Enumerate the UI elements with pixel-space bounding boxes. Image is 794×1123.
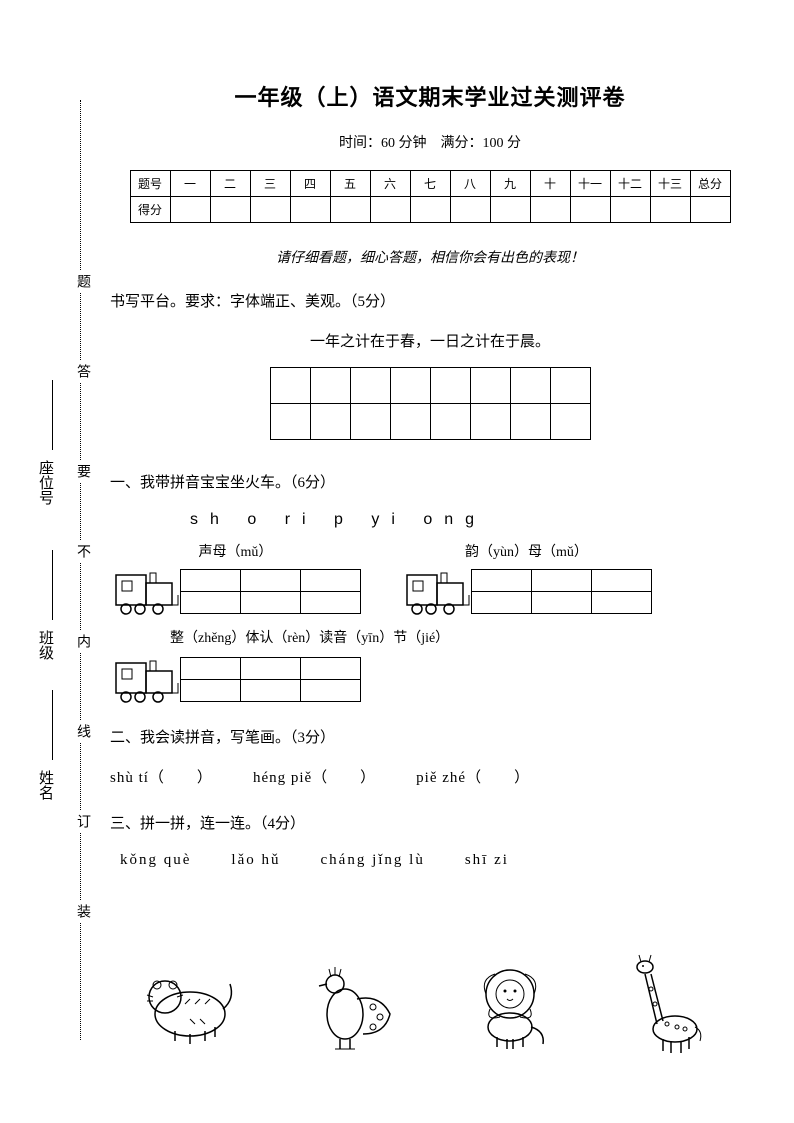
score-header: 九 bbox=[490, 171, 530, 197]
binding-char: 装 bbox=[72, 900, 92, 922]
train-row-1: 声母（mǔ） 韵（yùn）母（mǔ） bbox=[110, 541, 750, 617]
lion-icon bbox=[455, 949, 565, 1059]
q3-pinyin-item: kǒng què bbox=[120, 852, 191, 869]
q2-item: piě zhé（ ） bbox=[416, 766, 530, 787]
score-header: 二 bbox=[210, 171, 250, 197]
q3-pinyin-item: cháng jǐng lù bbox=[321, 852, 425, 869]
train-row-2 bbox=[110, 653, 750, 705]
score-header: 总分 bbox=[690, 171, 730, 197]
q2-items: shù tí（ ） héng piě（ ） piě zhé（ ） bbox=[110, 766, 750, 787]
q1-title: 一、我带拼音宝宝坐火车。（6分） bbox=[110, 470, 750, 497]
label-shengmu: 声母（mǔ） bbox=[110, 541, 361, 561]
animals-row bbox=[110, 949, 750, 1059]
q3-title: 三、拼一拼，连一连。（4分） bbox=[110, 811, 750, 838]
binding-char: 订 bbox=[72, 810, 92, 832]
score-header: 五 bbox=[330, 171, 370, 197]
score-header: 七 bbox=[410, 171, 450, 197]
q2-item: shù tí（ ） bbox=[110, 766, 213, 787]
writing-grid bbox=[110, 367, 750, 440]
train-shengmu: 声母（mǔ） bbox=[110, 541, 361, 617]
label-yunmu: 韵（yùn）母（mǔ） bbox=[401, 541, 652, 561]
binding-line bbox=[52, 380, 53, 450]
score-label: 得分 bbox=[130, 197, 170, 223]
binding-char: 答 bbox=[72, 360, 92, 382]
q2-title: 二、我会读拼音，写笔画。（3分） bbox=[110, 725, 750, 752]
tiger-icon bbox=[135, 949, 245, 1059]
binding-char: 内 bbox=[72, 630, 92, 652]
peacock-icon bbox=[295, 949, 405, 1059]
binding-char: 不 bbox=[72, 540, 92, 562]
binding-margin: 姓名 班级 座位号 题 答 要 不 内 线 订 装 bbox=[40, 100, 100, 1040]
binding-char: 线 bbox=[72, 720, 92, 742]
binding-label-seat: 座位号 bbox=[35, 460, 56, 505]
binding-dotted-line bbox=[80, 100, 81, 1040]
label-syllable: 整（zhěng）体认（rèn）读音（yīn）节（jié） bbox=[170, 627, 750, 647]
score-header: 十 bbox=[530, 171, 570, 197]
table-row: 题号 一 二 三 四 五 六 七 八 九 十 十一 十二 十三 总分 bbox=[130, 171, 730, 197]
q3-pinyin-item: shī zi bbox=[465, 852, 509, 869]
binding-line bbox=[52, 550, 53, 620]
binding-char: 要 bbox=[72, 460, 92, 482]
score-header: 八 bbox=[450, 171, 490, 197]
score-header: 十二 bbox=[610, 171, 650, 197]
train-yunmu: 韵（yùn）母（mǔ） bbox=[401, 541, 652, 617]
score-header: 十三 bbox=[650, 171, 690, 197]
train-icon bbox=[110, 653, 180, 705]
train-syllable bbox=[110, 653, 361, 705]
score-header: 题号 bbox=[130, 171, 170, 197]
q3-pinyin-item: lǎo hǔ bbox=[231, 852, 280, 869]
proverb-text: 一年之计在于春，一日之计在于晨。 bbox=[110, 330, 750, 351]
binding-char: 题 bbox=[72, 270, 92, 292]
table-row: 得分 bbox=[130, 197, 730, 223]
train-cars bbox=[180, 657, 361, 702]
train-cars bbox=[471, 569, 652, 614]
binding-line bbox=[52, 690, 53, 760]
page-content: 一年级（上）语文期末学业过关测评卷 时间：60 分钟 满分：100 分 题号 一… bbox=[110, 80, 750, 1059]
score-header: 十一 bbox=[570, 171, 610, 197]
q1-pinyin-items: sh o ri p yi ong bbox=[190, 511, 750, 529]
binding-label-class: 班级 bbox=[35, 630, 56, 660]
train-icon bbox=[401, 565, 471, 617]
encouragement-text: 请仔细看题，细心答题，相信你会有出色的表现！ bbox=[110, 247, 750, 267]
score-header: 四 bbox=[290, 171, 330, 197]
giraffe-icon bbox=[615, 949, 725, 1059]
exam-title: 一年级（上）语文期末学业过关测评卷 bbox=[110, 80, 750, 112]
writing-platform-title: 书写平台。要求：字体端正、美观。（5分） bbox=[110, 289, 750, 316]
q2-item: héng piě（ ） bbox=[253, 766, 376, 787]
q3-pinyin-row: kǒng què lǎo hǔ cháng jǐng lù shī zi bbox=[120, 852, 750, 869]
binding-label-name: 姓名 bbox=[35, 770, 56, 800]
score-table: 题号 一 二 三 四 五 六 七 八 九 十 十一 十二 十三 总分 得分 bbox=[130, 170, 731, 223]
exam-subtitle: 时间：60 分钟 满分：100 分 bbox=[110, 132, 750, 152]
train-cars bbox=[180, 569, 361, 614]
score-header: 一 bbox=[170, 171, 210, 197]
train-icon bbox=[110, 565, 180, 617]
score-header: 六 bbox=[370, 171, 410, 197]
score-header: 三 bbox=[250, 171, 290, 197]
